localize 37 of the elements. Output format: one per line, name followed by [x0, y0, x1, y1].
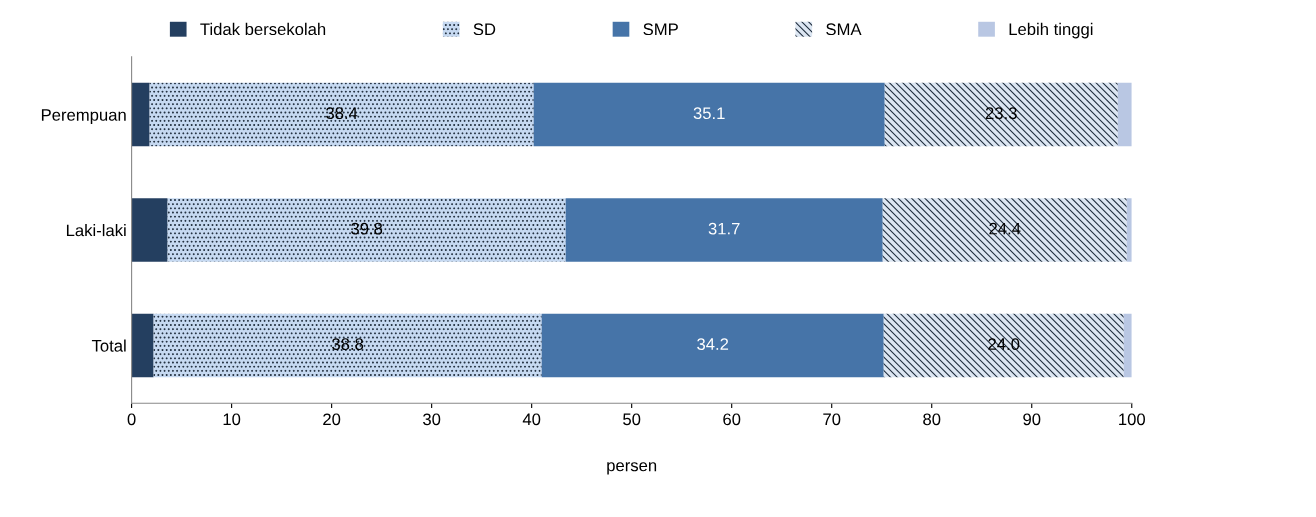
data-label: 31.7 [708, 222, 740, 235]
bar [1117, 82, 1132, 147]
bar [882, 198, 1127, 262]
legend-label: Lebih tinggi [1009, 22, 1093, 39]
x-tick-label: 50 [623, 413, 641, 426]
bar [883, 313, 1124, 378]
bar [131, 198, 168, 262]
x-tick-label: 30 [423, 413, 441, 426]
legend-label: SMP [643, 23, 678, 36]
bar [131, 82, 150, 147]
bar [884, 82, 1118, 147]
data-label: 35.1 [693, 107, 725, 120]
x-tick-label: 0 [127, 413, 136, 426]
x-tick-label: 20 [323, 413, 341, 426]
legend-label: Tidak bersekolah [200, 22, 326, 36]
x-tick-label: 40 [522, 413, 541, 426]
data-label: 39.8 [351, 222, 383, 235]
x-tick-label: 60 [723, 413, 741, 426]
x-tick-label: 80 [923, 413, 941, 426]
bar [153, 313, 542, 378]
bar [131, 313, 154, 378]
x-axis-title: persen [607, 462, 657, 475]
x-tick-label: 10 [223, 413, 241, 426]
legend-label: SD [473, 23, 496, 36]
legend-label: SMA [826, 23, 862, 36]
bar [541, 313, 884, 378]
bar [565, 198, 883, 262]
x-tick-label: 90 [1023, 413, 1041, 426]
bar [167, 198, 566, 262]
y-tick-label: Perempuan [41, 109, 126, 125]
bar [533, 82, 885, 147]
x-tick-label: 70 [823, 413, 841, 426]
x-tick-label: 100 [1119, 413, 1146, 426]
y-tick-label: Total [91, 339, 126, 352]
data-label: 34.2 [697, 338, 729, 350]
bar [149, 82, 534, 147]
y-tick-label: Laki-laki [66, 224, 126, 237]
